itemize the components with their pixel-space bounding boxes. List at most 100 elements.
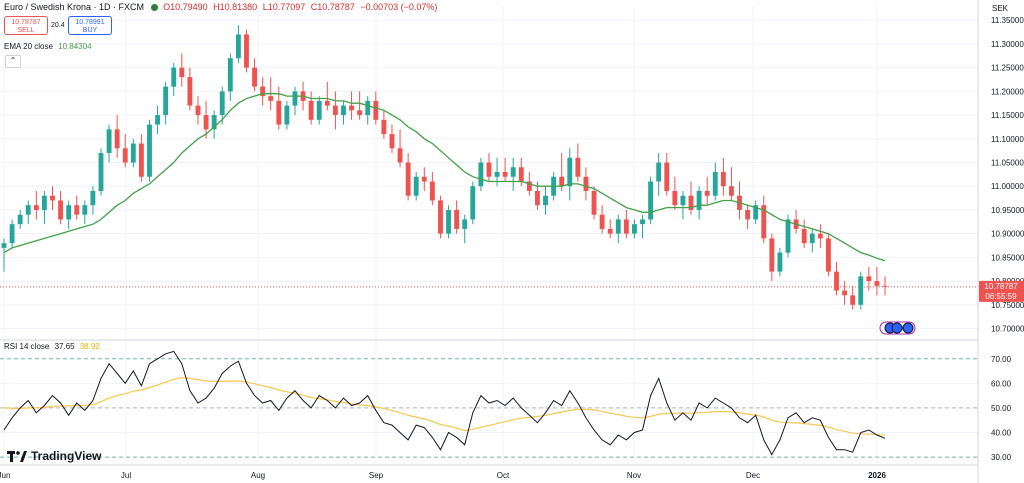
candle-body [33,205,39,210]
candle [284,100,290,130]
ema-series [3,93,886,262]
candle-body [729,186,734,196]
candle [58,190,64,225]
ohlc-low: L10.77097 [262,2,306,12]
symbol-title[interactable]: Euro / Swedish Krona · 1D · FXCM [4,2,145,12]
candle-body [696,190,702,210]
pane-separators [0,0,979,483]
candle [1,238,7,272]
candle-body [106,129,112,154]
time-tick-label: Jun [0,471,10,480]
candle [357,91,363,120]
candle [171,62,177,97]
rsi-label: RSI 14 close [4,342,50,351]
rsi-line [3,350,886,456]
candle-body [421,176,427,182]
countdown-label: 06:55:59 [985,292,1017,301]
candle-body [58,200,64,220]
candle [252,58,257,92]
candle [882,276,888,296]
candle [438,195,443,239]
candle-body [526,181,532,191]
candle [696,186,702,220]
candle [316,96,322,125]
candle [583,167,589,201]
candle [850,285,856,310]
sell-label: SELL [17,27,35,34]
candle [106,124,112,163]
candle-body [510,167,516,177]
candle [664,153,670,196]
candle-body [850,295,856,305]
candle-body [672,190,678,206]
candle-body [98,153,104,191]
candle [866,266,872,291]
time-tick-label: 2026 [868,471,886,480]
candle-body [438,200,443,234]
ema-legend[interactable]: EMA 20 close 10.84304 [4,42,92,51]
candle [17,209,23,229]
price-tick-label: 10.95000 [991,206,1024,215]
last-price-tag [979,280,1024,302]
candle [737,181,742,220]
candle [341,100,346,125]
candle [421,167,427,191]
candle-body [753,205,759,220]
candle [203,100,209,139]
candle-body [114,129,120,149]
rsi-legend[interactable]: RSI 14 close 37.65 38.92 [4,342,100,351]
rsi-tick-label: 60.00 [991,379,1012,388]
candle-body [648,181,654,220]
candle [761,195,767,244]
price-tick-label: 10.90000 [991,230,1024,239]
candle [486,153,492,182]
candle-body [17,214,23,225]
candle-body [147,124,152,177]
candle-body [365,100,371,116]
candle [607,219,613,239]
buy-button[interactable]: 10.78991 BUY [68,16,112,35]
candle-body [656,162,662,182]
rsi-value: 37.65 [54,342,75,351]
candle-body [486,162,492,177]
candle-body [187,77,193,106]
candle-body [316,100,322,120]
market-open-icon [150,4,158,12]
rsi-tick-label: 50.00 [991,404,1012,413]
candle [543,186,548,215]
candle [632,219,637,239]
candle [753,200,759,225]
candle-body [268,96,274,101]
candle-body [623,219,629,234]
candle-body [227,58,233,92]
rsi-ma-value: 38.92 [79,342,100,351]
candle [90,186,96,215]
candle-body [138,143,144,177]
candle [842,281,848,305]
candle [98,148,104,196]
candle [680,190,686,220]
candle [292,86,298,116]
candle [187,67,193,111]
candle [567,148,573,201]
candle [235,24,241,63]
candle [349,91,354,120]
sell-button[interactable]: 10.78787 SELL [4,16,48,35]
candle [599,205,605,234]
event-markers [879,321,916,335]
collapse-legend-button[interactable]: ⌃ [5,55,21,68]
candle [219,86,225,125]
event-marker-icon [902,322,914,334]
candle-body [357,110,363,116]
candle [389,124,395,154]
candle [163,81,169,125]
candle [276,86,282,130]
candle-body [90,190,96,206]
tradingview-logo[interactable]: TradingView [7,449,101,463]
candle [615,214,621,244]
candle [195,96,201,125]
candle-body [50,195,55,201]
candle [50,186,55,210]
candle [793,209,799,234]
